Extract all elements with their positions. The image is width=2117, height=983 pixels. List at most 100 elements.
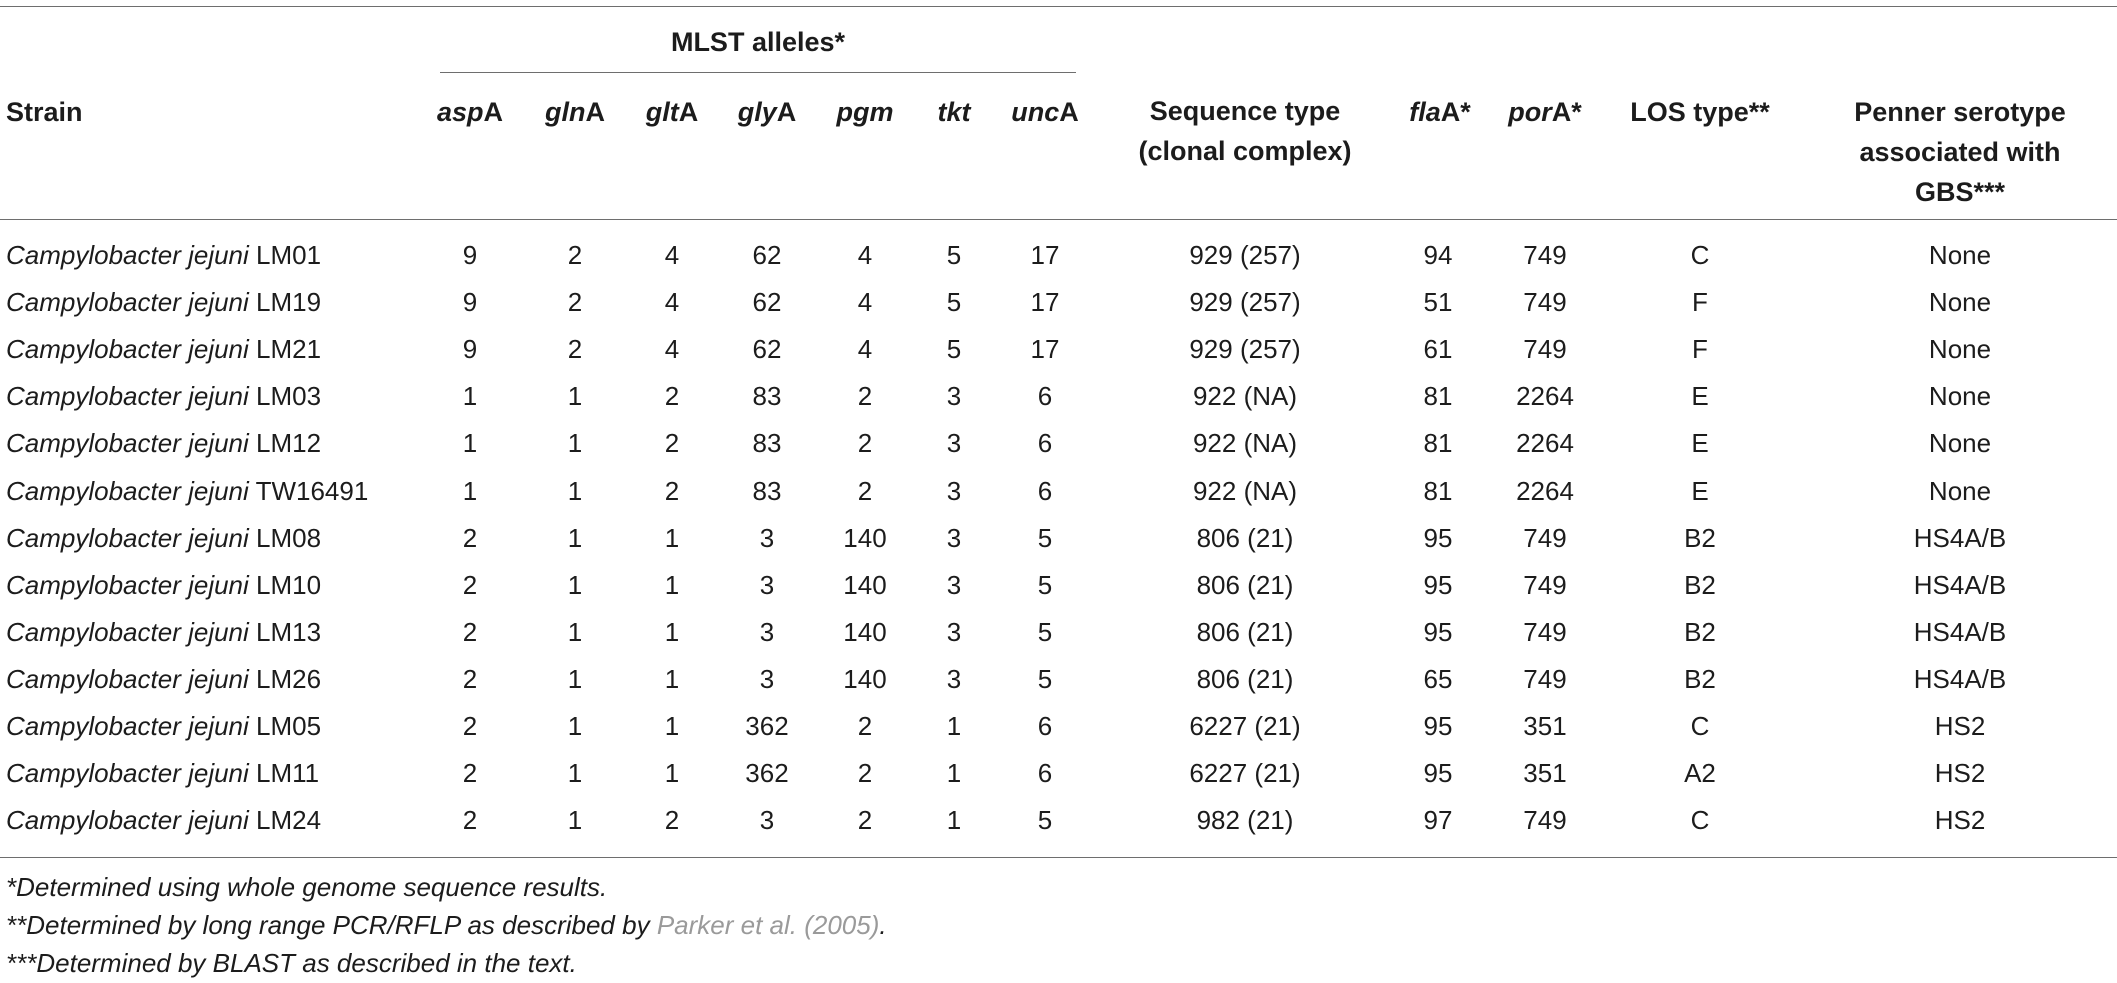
table-row: Campylobacter jejuni TW16491 1 1 2 83 2 3 6 922 … [0,468,2117,515]
glyA-cell: 3 [759,522,775,553]
flaA-cell: 94 [1423,240,1453,270]
gltA-cell: 4 [664,287,680,318]
porA-cell: 749 [1523,569,1567,600]
aspA-cell: 9 [462,240,478,270]
gltA-cell: 1 [664,758,680,789]
tkt-cell: 5 [946,287,962,318]
header-sequence-type-line2: (clonal complex) [1138,136,1352,166]
footnote-2: **Determined by long range PCR/RFLP as d… [6,910,887,940]
uncA-cell: 6 [1037,711,1053,741]
aspA-cell: 2 [462,522,478,553]
gltA-cell: 4 [664,240,680,270]
pgm-cell: 4 [857,334,873,365]
pgm-cell: 2 [857,805,873,836]
uncA-cell: 6 [1037,475,1053,506]
flaA-cell: 97 [1423,805,1453,836]
gltA-cell: 4 [664,334,680,365]
porA-cell: 2264 [1516,428,1574,459]
pgm-cell: 2 [857,475,873,506]
glnA-cell: 1 [567,381,583,412]
penner-cell: HS2 [1934,758,1986,789]
aspA-cell: 2 [462,663,478,694]
st-cell: 806 (21) [1196,616,1294,647]
strain-cell: Campylobacter jejuni LM08 [6,522,322,553]
strain-cell: Campylobacter jejuni LM10 [6,569,322,600]
st-cell: 806 (21) [1196,663,1294,694]
aspA-cell: 1 [462,381,478,412]
penner-cell: None [1928,240,1992,270]
los-cell: B2 [1684,663,1716,694]
gltA-cell: 1 [664,711,680,741]
tkt-cell: 5 [946,334,962,365]
table-row: Campylobacter jejuni LM21 9 2 4 62 4 5 17 929 (2… [0,326,2117,373]
gltA-cell: 2 [664,381,680,412]
penner-cell: None [1928,381,1992,412]
tkt-cell: 3 [946,616,962,647]
tkt-cell: 5 [946,240,962,270]
glyA-cell: 62 [752,240,782,270]
tkt-cell: 3 [946,381,962,412]
uncA-cell: 6 [1037,428,1053,459]
header-porA: porA* [1508,97,1582,127]
uncA-cell: 17 [1030,240,1060,270]
uncA-cell: 5 [1037,663,1053,694]
aspA-cell: 1 [462,428,478,459]
st-cell: 922 (NA) [1192,428,1298,459]
header-penner-line1: Penner serotype [1854,97,2066,127]
pgm-cell: 2 [857,758,873,789]
aspA-cell: 2 [462,711,478,741]
los-cell: C [1690,240,1710,270]
penner-cell: HS2 [1934,805,1986,836]
strain-cell: Campylobacter jejuni LM05 [6,711,322,741]
glnA-cell: 1 [567,805,583,836]
glnA-cell: 2 [567,334,583,365]
strain-cell: Campylobacter jejuni LM24 [6,805,322,836]
tkt-cell: 3 [946,522,962,553]
table-row: Campylobacter jejuni LM05 2 1 1 362 2 1 6 6227 (… [0,703,2117,750]
header-uncA: uncA [1011,97,1079,127]
reference-link[interactable]: Parker et al. (2005) [656,910,880,940]
porA-cell: 2264 [1516,475,1574,506]
gltA-cell: 2 [664,805,680,836]
glnA-cell: 1 [567,522,583,553]
header-sequence-type-line1: Sequence type [1149,96,1341,126]
flaA-cell: 95 [1423,711,1453,741]
aspA-cell: 2 [462,616,478,647]
penner-cell: HS4A/B [1913,616,2007,647]
los-cell: B2 [1684,616,1716,647]
glyA-cell: 62 [752,287,782,318]
header-strain: Strain [6,97,83,127]
table-row: Campylobacter jejuni LM13 2 1 1 3 140 3 5 806 (2… [0,609,2117,656]
uncA-cell: 5 [1037,616,1053,647]
gltA-cell: 1 [664,522,680,553]
glyA-cell: 362 [745,758,789,789]
flaA-cell: 65 [1423,663,1453,694]
penner-cell: None [1928,475,1992,506]
gltA-cell: 1 [664,569,680,600]
table-row: Campylobacter jejuni LM11 2 1 1 362 2 1 6 6227 (… [0,750,2117,797]
table-row: Campylobacter jejuni LM24 2 1 2 3 2 1 5 982 (21)… [0,797,2117,844]
header-bottom-rule [0,219,2117,220]
pgm-cell: 2 [857,428,873,459]
los-cell: B2 [1684,569,1716,600]
header-los-type: LOS type** [1630,97,1770,127]
los-cell: F [1692,287,1708,318]
glnA-cell: 2 [567,240,583,270]
glyA-cell: 3 [759,616,775,647]
glnA-cell: 1 [567,758,583,789]
st-cell: 982 (21) [1196,805,1294,836]
uncA-cell: 5 [1037,569,1053,600]
pgm-cell: 140 [843,663,887,694]
header-flaA: flaA* [1409,97,1471,127]
los-cell: F [1692,334,1708,365]
st-cell: 929 (257) [1189,240,1301,270]
uncA-cell: 5 [1037,805,1053,836]
glyA-cell: 83 [752,428,782,459]
aspA-cell: 2 [462,758,478,789]
glyA-cell: 3 [759,663,775,694]
penner-cell: HS4A/B [1913,663,2007,694]
glnA-cell: 1 [567,663,583,694]
strain-cell: Campylobacter jejuni LM21 [6,334,322,365]
penner-cell: HS2 [1934,711,1986,741]
glyA-cell: 3 [759,805,775,836]
